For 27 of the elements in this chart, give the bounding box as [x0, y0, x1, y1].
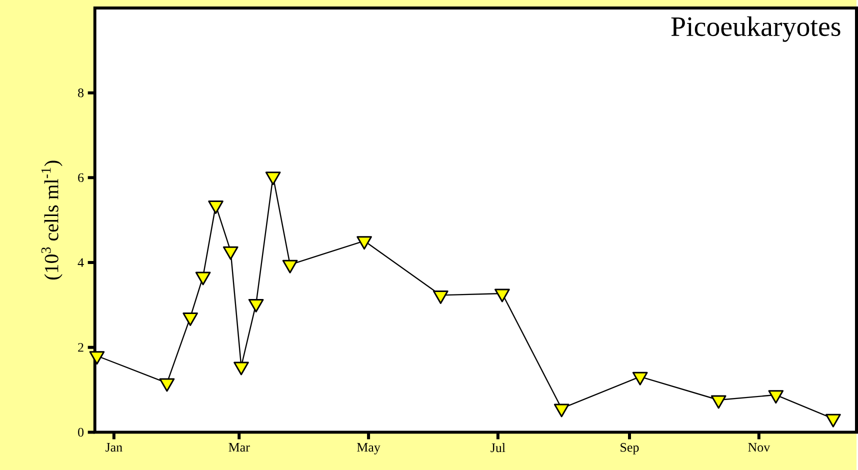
- x-tick-label: Sep: [620, 442, 639, 454]
- y-tick-label: 8: [78, 88, 84, 98]
- point: [234, 362, 249, 376]
- point: [356, 236, 372, 250]
- x-tick-label: Nov: [748, 442, 770, 452]
- chart-title: Picoeukaryotes: [671, 16, 840, 42]
- point: [826, 414, 841, 428]
- point: [222, 246, 238, 260]
- x-tick-label: Mar: [228, 442, 250, 452]
- y-tick-label: 4: [78, 258, 84, 267]
- point: [248, 298, 264, 312]
- point: [208, 200, 224, 214]
- y-tick-label: 2: [78, 343, 84, 352]
- x-tick-label: Jul: [490, 442, 506, 452]
- point: [433, 290, 448, 304]
- y-tick-label: 0: [78, 428, 84, 437]
- point: [282, 260, 298, 274]
- point: [265, 172, 281, 186]
- point: [554, 404, 570, 418]
- point: [768, 390, 784, 404]
- point: [632, 372, 648, 386]
- y-tick-label: 6: [78, 173, 84, 182]
- y-axis-title: (10$^{3}$ cells ml$^{-1}$): [41, 160, 62, 280]
- x-tick-label: May: [357, 442, 380, 454]
- x-tick-label: Jan: [106, 442, 122, 452]
- point: [494, 288, 510, 302]
- point: [710, 395, 726, 409]
